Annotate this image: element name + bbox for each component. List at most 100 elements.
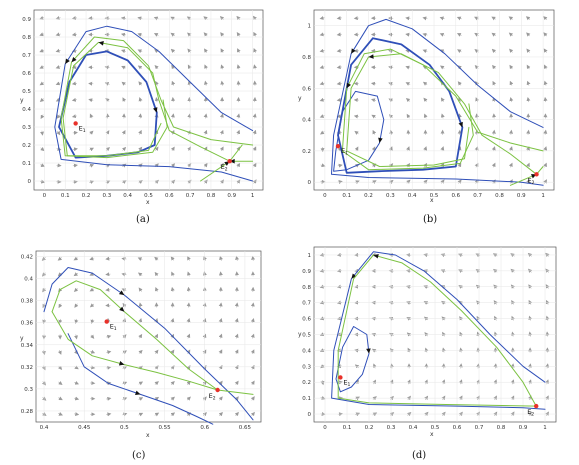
field-arrow (319, 32, 325, 37)
field-arrow (74, 318, 79, 324)
field-arrow (219, 129, 224, 135)
field-arrow (440, 65, 445, 70)
green-trajectory (62, 41, 231, 162)
field-arrow (234, 317, 239, 324)
x-tick-label: 0.5 (144, 193, 153, 199)
y-tick-label: 0.4 (302, 348, 311, 354)
field-arrow (319, 81, 325, 86)
field-arrow (154, 381, 159, 386)
y-tick-label: 0.2 (302, 149, 311, 155)
field-arrow (218, 302, 223, 308)
field-arrow (56, 146, 62, 151)
trajectory-arrow (351, 273, 357, 279)
field-arrow (154, 49, 159, 54)
field-arrow (55, 81, 61, 86)
x-axis-label: x (430, 197, 434, 204)
field-arrow (336, 16, 342, 21)
field-arrow (406, 146, 410, 152)
trajectory-arrow (118, 361, 125, 366)
field-arrow (457, 81, 462, 86)
trajectory-arrow (71, 56, 77, 63)
y-tick-label: 0.9 (22, 17, 31, 23)
x-tick-label: 0.2 (82, 193, 91, 199)
field-arrow (440, 146, 445, 152)
field-arrow (218, 411, 223, 417)
field-arrow (491, 48, 497, 53)
trajectory-arrow (135, 390, 141, 395)
field-arrow (370, 81, 377, 86)
field-arrow (121, 130, 126, 135)
field-arrow (138, 97, 143, 103)
field-arrow (186, 396, 191, 401)
x-tick-label: 0 (323, 425, 327, 431)
field-arrow (170, 256, 175, 261)
equilibria: E1 E2 (73, 121, 232, 173)
field-arrow (138, 287, 143, 292)
field-arrow (219, 146, 224, 152)
field-arrow (89, 287, 95, 292)
field-arrow (170, 113, 175, 119)
field-arrow (71, 97, 78, 102)
trajectory-arrow (373, 254, 379, 259)
field-arrow (121, 65, 126, 70)
field-arrow (474, 146, 479, 152)
field-arrow (71, 32, 78, 37)
field-arrow (186, 333, 191, 339)
x-tick-label: 0 (323, 193, 327, 199)
field-arrow (39, 65, 45, 69)
field-arrow (474, 113, 479, 119)
x-tick-label: 0 (43, 193, 47, 199)
field-arrow (457, 113, 462, 119)
field-arrow (154, 349, 159, 354)
field-arrow (137, 257, 143, 261)
field-arrow (71, 81, 78, 86)
field-arrow (353, 114, 359, 119)
outer-separatrix (331, 251, 546, 410)
x-tick-label: 1 (541, 193, 545, 199)
x-tick-label: 0.8 (497, 425, 506, 431)
field-arrow (74, 412, 80, 417)
e1-label: E1 (79, 124, 86, 134)
field-arrow (219, 113, 224, 119)
e2-label: E2 (527, 408, 534, 418)
plot-frame (35, 250, 262, 423)
field-arrow (236, 113, 241, 119)
trajectory-arrow (119, 306, 125, 312)
field-arrow (319, 48, 325, 53)
field-arrow (234, 302, 239, 308)
field-arrow (154, 65, 159, 70)
field-arrow (234, 396, 239, 401)
field-arrow (457, 49, 462, 54)
field-arrow (508, 16, 514, 21)
field-arrow (219, 255, 223, 261)
field-arrow (509, 64, 514, 70)
field-arrow (474, 32, 479, 37)
field-arrow (89, 113, 94, 119)
y-tick-label: 0.38 (21, 299, 34, 305)
field-arrow (56, 114, 61, 119)
y-tick-label: 0.3 (22, 125, 31, 131)
x-tick-label: 0.4 (40, 425, 49, 431)
y-axis-label: y (20, 97, 24, 104)
field-arrow (105, 97, 110, 103)
panel-caption: (b) (423, 214, 437, 225)
y-tick-label: 0.8 (302, 285, 311, 291)
x-tick-label: 0.4 (123, 193, 132, 199)
field-arrow (204, 64, 208, 70)
field-arrow (526, 162, 530, 168)
field-arrow (250, 317, 255, 324)
field-arrow (220, 48, 225, 53)
field-arrow (137, 16, 143, 21)
field-arrow (40, 114, 45, 120)
field-arrow (39, 32, 45, 37)
field-arrow (121, 146, 127, 152)
y-tick-label: 0.32 (21, 365, 33, 371)
field-arrow (170, 48, 176, 53)
axis-ticks: 0 0.1 0.2 0.3 0.4 0.5 0.6 0.7 0.8 0.9 1 0 0.1 0.2 0.3 0… (302, 247, 556, 431)
panel-b: (b) x y 0 0.1 0.2 0.3 0.4 0.5 0.6 0.7 0.8 0.9 1 0 0.… (298, 9, 555, 225)
field-arrow (170, 32, 175, 37)
field-arrow (388, 82, 394, 86)
axis-ticks: 0.4 0.45 0.5 0.55 0.6 0.65 0.28 0.3 0.32 0.34 0.36… (21, 251, 261, 431)
x-tick-label: 0.5 (120, 425, 129, 431)
field-arrow (423, 146, 428, 152)
